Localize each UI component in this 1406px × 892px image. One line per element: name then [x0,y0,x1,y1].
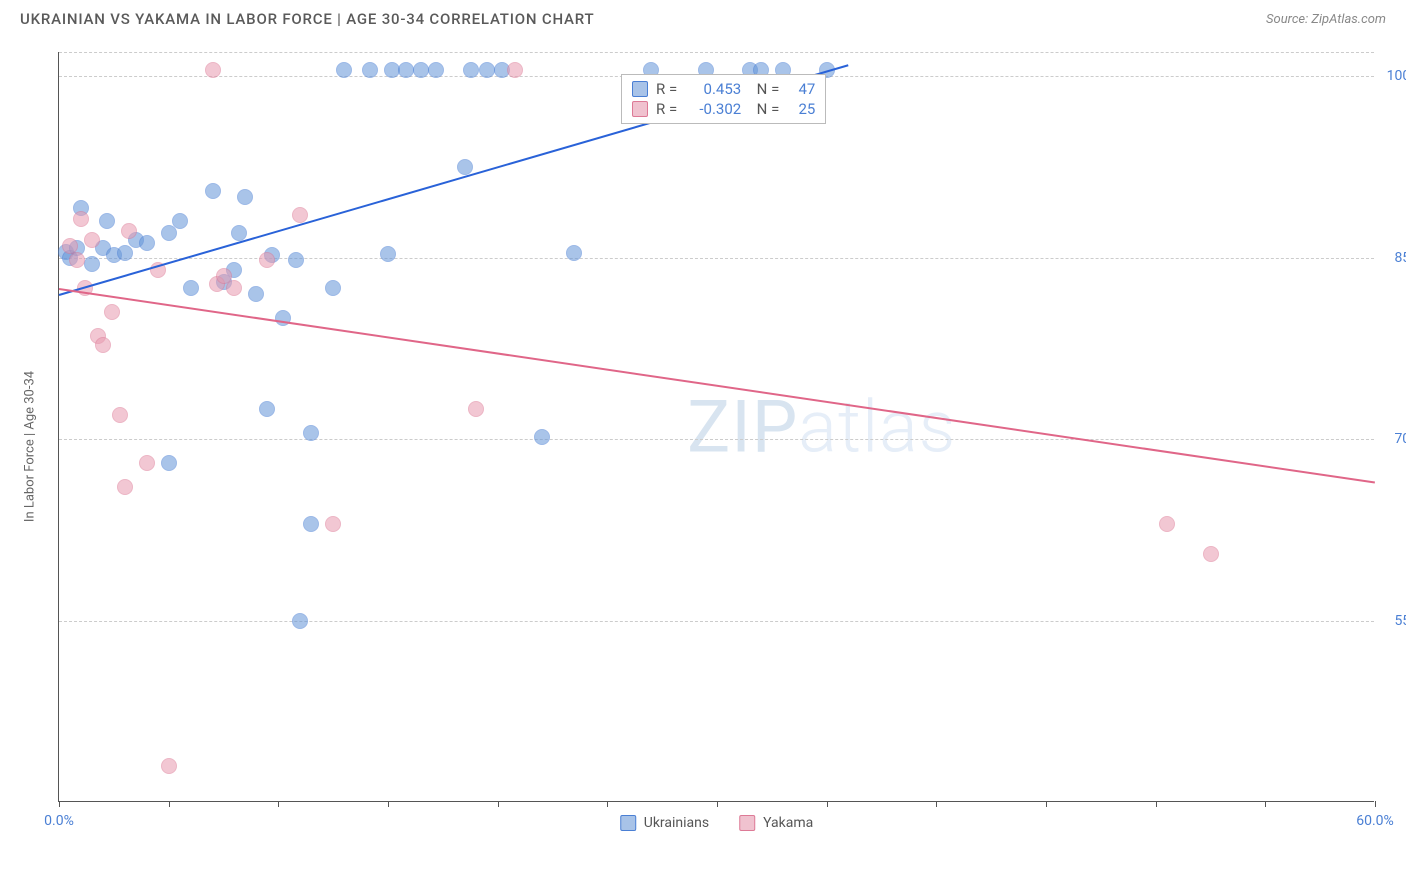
stats-row: R = -0.302 N = 25 [632,99,815,119]
scatter-point-a [161,455,177,471]
plot-area: ZIPatlas 55.0%70.0%85.0%100.0%0.0%60.0%R… [58,52,1374,802]
scatter-point-b [104,304,120,320]
scatter-point-a [398,62,414,78]
source-label: Source: ZipAtlas.com [1266,12,1386,27]
scatter-point-a [534,429,550,445]
scatter-point-b [1203,546,1219,562]
scatter-point-a [362,62,378,78]
scatter-point-a [457,159,473,175]
scatter-point-a [172,213,188,229]
scatter-point-a [259,401,275,417]
gridline [59,621,1374,622]
scatter-point-b [205,62,221,78]
scatter-point-b [259,252,275,268]
legend-item: Ukrainians [620,815,709,831]
legend-swatch [632,81,648,97]
y-axis-title: In Labor Force | Age 30-34 [23,371,38,522]
scatter-point-b [161,758,177,774]
scatter-point-a [288,252,304,268]
scatter-point-a [248,286,264,302]
x-tick [827,801,828,807]
stats-box: R = 0.453 N = 47 R = -0.302 N = 25 [621,74,826,124]
gridline [59,439,1374,440]
title-bar: UKRAINIAN VS YAKAMA IN LABOR FORCE | AGE… [0,0,1406,34]
x-tick [59,801,60,807]
stats-r-label: R = [656,80,677,98]
scatter-point-a [183,280,199,296]
scatter-point-b [507,62,523,78]
scatter-point-b [112,407,128,423]
watermark: ZIPatlas [687,384,956,469]
x-tick-label: 0.0% [44,813,74,829]
scatter-point-b [117,479,133,495]
scatter-point-a [139,235,155,251]
x-tick [169,801,170,807]
legend-label: Ukrainians [644,815,709,831]
y-tick-label: 85.0% [1380,250,1406,266]
scatter-point-a [303,425,319,441]
legend-swatch [739,815,755,831]
scatter-point-b [95,337,111,353]
scatter-point-a [428,62,444,78]
x-tick [388,801,389,807]
legend-swatch [632,101,648,117]
chart-title: UKRAINIAN VS YAKAMA IN LABOR FORCE | AGE… [20,10,594,28]
legend: Ukrainians Yakama [620,815,814,831]
scatter-point-a [292,613,308,629]
gridline [59,258,1374,259]
gridline [59,52,1374,53]
stats-row: R = 0.453 N = 47 [632,79,815,99]
scatter-point-b [73,211,89,227]
scatter-point-b [84,232,100,248]
scatter-point-a [479,62,495,78]
y-tick-label: 70.0% [1380,431,1406,447]
scatter-point-b [69,252,85,268]
stats-r-label: R = [656,100,677,118]
x-tick [717,801,718,807]
scatter-point-a [303,516,319,532]
scatter-point-a [237,189,253,205]
x-tick [498,801,499,807]
scatter-point-a [325,280,341,296]
legend-label: Yakama [763,815,813,831]
scatter-point-a [463,62,479,78]
scatter-point-a [413,62,429,78]
stats-n-value: 25 [787,100,815,118]
stats-r-value: -0.302 [685,100,741,118]
trend-line-b [59,288,1375,484]
legend-item: Yakama [739,815,813,831]
scatter-point-a [566,245,582,261]
scatter-point-b [325,516,341,532]
watermark-light: atlas [798,384,956,469]
stats-n-label: N = [749,80,779,98]
scatter-point-a [117,245,133,261]
legend-swatch [620,815,636,831]
scatter-point-a [84,256,100,272]
y-tick-label: 100.0% [1380,68,1406,84]
x-tick [1156,801,1157,807]
scatter-point-b [139,455,155,471]
scatter-point-b [1159,516,1175,532]
y-tick-label: 55.0% [1380,613,1406,629]
stats-n-value: 47 [787,80,815,98]
scatter-point-b [226,280,242,296]
scatter-point-a [99,213,115,229]
x-tick [1265,801,1266,807]
scatter-point-a [380,246,396,262]
x-tick [1375,801,1376,807]
scatter-point-b [121,223,137,239]
scatter-point-a [205,183,221,199]
x-tick [607,801,608,807]
watermark-bold: ZIP [687,384,798,469]
x-tick [278,801,279,807]
x-tick [936,801,937,807]
scatter-point-b [468,401,484,417]
stats-n-label: N = [749,100,779,118]
stats-r-value: 0.453 [685,80,741,98]
x-tick [1046,801,1047,807]
chart-container: In Labor Force | Age 30-34 ZIPatlas 55.0… [20,34,1386,844]
scatter-point-a [336,62,352,78]
x-tick-label: 60.0% [1356,813,1394,829]
